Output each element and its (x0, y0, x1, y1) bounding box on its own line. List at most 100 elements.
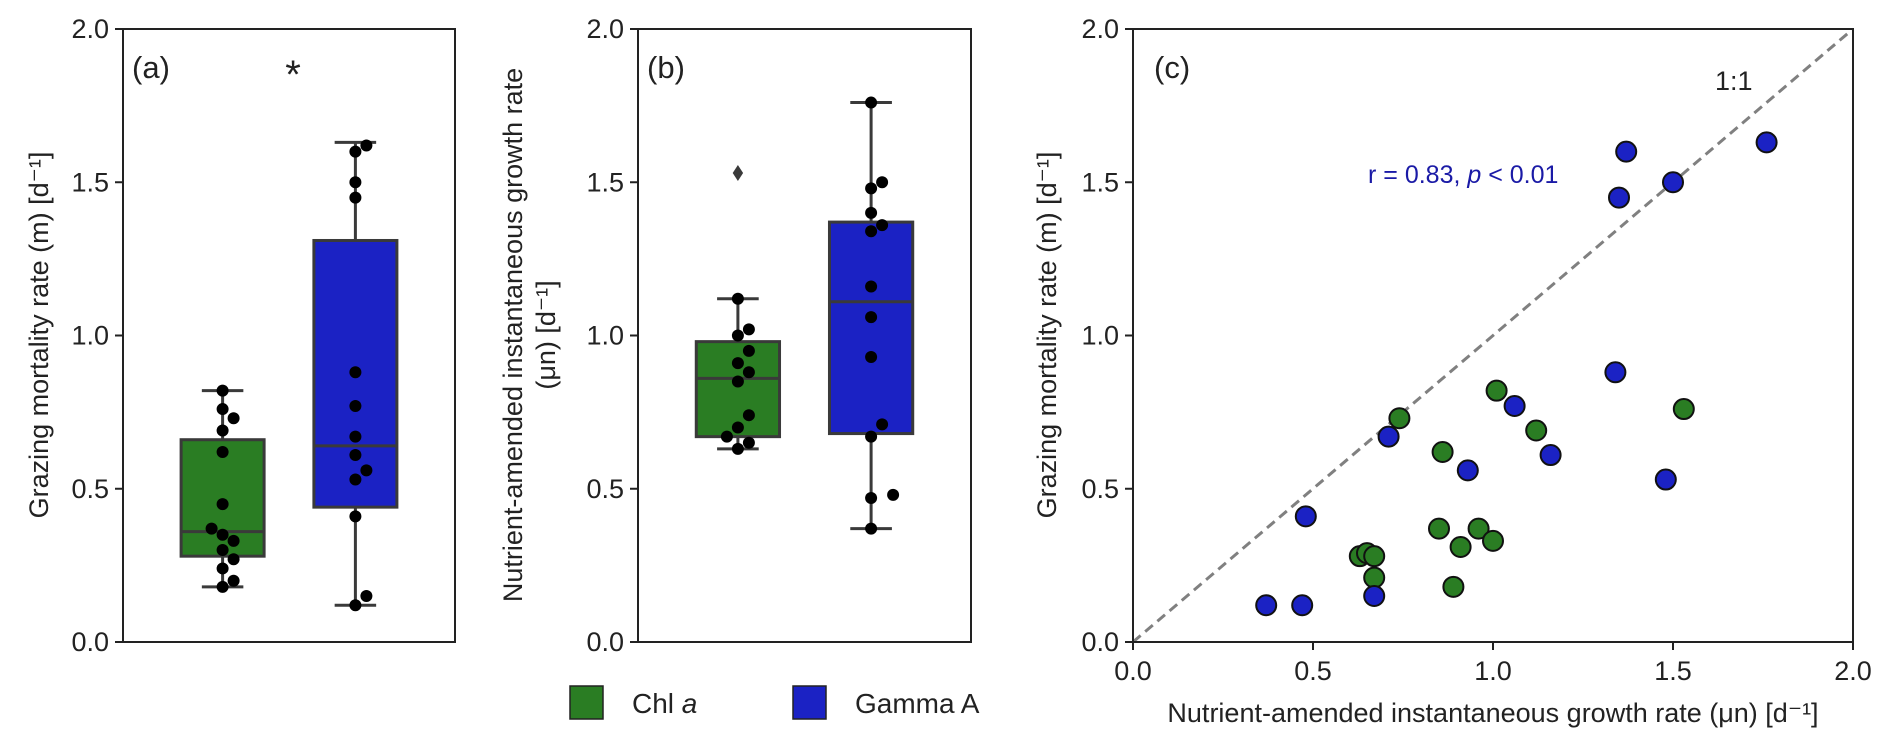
box-gamma-a (827, 220, 915, 436)
panel-a-ytick-label: 2.0 (71, 14, 109, 44)
panel-b-ytick-label: 0.0 (586, 627, 624, 657)
panel-c-xtick-label: 1.5 (1654, 656, 1692, 686)
scatter-point-chl-a (1431, 440, 1454, 463)
data-point-gamma-a (349, 510, 362, 523)
data-point-gamma-a (865, 311, 878, 324)
panel-a-ytick-label: 0.5 (71, 474, 109, 504)
data-point-chl-a (731, 442, 744, 455)
data-point-gamma-a (865, 280, 878, 293)
panel-c-ytick-label: 1.5 (1081, 167, 1119, 197)
data-point-gamma-a (349, 176, 362, 189)
scatter-point-gamma-a (1662, 171, 1684, 194)
panel-c-frame (1132, 28, 1854, 643)
one-to-one-label: 1:1 (1715, 66, 1753, 96)
data-point-gamma-a (865, 430, 878, 443)
panel-a-ytick-label: 1.0 (71, 321, 109, 351)
data-point-gamma-a (349, 191, 362, 204)
panel-c-ytick-label: 1.0 (1081, 321, 1119, 351)
data-point-gamma-a (865, 350, 878, 363)
scatter-point-gamma-a (1604, 361, 1627, 384)
scatter-point-chl-a (1525, 419, 1548, 442)
data-point-chl-a (742, 436, 755, 449)
data-point-gamma-a (865, 96, 878, 109)
panel-b-ytick-label: 1.0 (586, 321, 624, 351)
data-point-chl-a (227, 534, 240, 547)
scatter-point-chl-a (1672, 398, 1695, 421)
data-point-gamma-a (876, 219, 889, 232)
data-point-chl-a (731, 357, 744, 370)
data-point-gamma-a (360, 590, 373, 603)
data-point-chl-a (216, 580, 229, 593)
data-point-gamma-a (865, 182, 878, 195)
panel-c-xtick-label: 0.5 (1294, 656, 1332, 686)
significance-asterisk: * (285, 53, 301, 97)
legend-swatch-chl-a (569, 685, 604, 720)
data-point-gamma-a (349, 399, 362, 412)
data-point-chl-a (731, 421, 744, 434)
data-point-gamma-a (349, 599, 362, 612)
panel-a-ytick-label: 1.5 (71, 167, 109, 197)
panel-c-xtick-label: 1.0 (1474, 656, 1512, 686)
scatter-point-gamma-a (1539, 444, 1562, 467)
panel-c-ytick-label: 0.0 (1081, 627, 1119, 657)
data-point-gamma-a (349, 473, 362, 486)
data-point-gamma-a (876, 418, 889, 431)
data-point-gamma-a (865, 206, 878, 219)
data-point-chl-a (227, 574, 240, 587)
data-point-gamma-a (349, 430, 362, 443)
data-point-chl-a (742, 366, 755, 379)
one-to-one-line (1132, 27, 1854, 644)
data-point-chl-a (720, 430, 733, 443)
scatter-point-gamma-a (1755, 131, 1778, 154)
data-point-chl-a (216, 498, 229, 511)
scatter-point-chl-a (1363, 566, 1386, 589)
scatter-point-chl-a (1363, 545, 1386, 568)
data-point-chl-a (731, 375, 744, 388)
data-point-gamma-a (360, 139, 373, 152)
data-point-gamma-a (349, 366, 362, 379)
panel-c-xlabel: Nutrient-amended instantaneous growth ra… (1167, 698, 1818, 728)
panel-a-ylabel: Grazing mortality rate (m) [d⁻¹] (24, 152, 54, 519)
panel-b-ylabel-line1: Nutrient-amended instantaneous growth ra… (498, 68, 528, 602)
data-point-chl-a (731, 329, 744, 342)
data-point-chl-a (216, 445, 229, 458)
scatter-point-chl-a (1467, 517, 1490, 540)
data-point-gamma-a (887, 488, 900, 501)
panel-a-ytick-label: 0.0 (71, 627, 109, 657)
data-point-gamma-a (865, 522, 878, 535)
correlation-r: r = 0.83, (1368, 161, 1467, 189)
panel-b-label: (b) (647, 50, 685, 85)
data-point-chl-a (216, 384, 229, 397)
scatter-point-gamma-a (1456, 459, 1479, 482)
scatter-point-gamma-a (1363, 585, 1386, 608)
panel-b-ytick-label: 0.5 (586, 474, 624, 504)
correlation-p-symbol: p (1466, 161, 1481, 189)
panel-b-frame (637, 28, 972, 643)
data-point-chl-a (742, 323, 755, 336)
data-point-gamma-a (876, 176, 889, 189)
data-point-chl-a (216, 403, 229, 416)
scatter-point-chl-a (1442, 575, 1465, 598)
scatter-point-chl-a (1388, 407, 1411, 430)
data-point-gamma-a (360, 464, 373, 477)
scatter-point-gamma-a (1377, 425, 1400, 448)
outlier-chl-a (732, 165, 744, 182)
correlation-p-value: < 0.01 (1481, 161, 1558, 189)
data-point-gamma-a (349, 449, 362, 462)
panel-a-frame (122, 28, 456, 643)
scatter-point-gamma-a (1291, 594, 1314, 617)
scatter-point-gamma-a (1615, 140, 1638, 163)
panel-c: 0.0 0.5 1.0 1.5 2.0 0.0 0.5 1.0 1.5 2.0 (c) 1:1 r… (1032, 14, 1872, 728)
panel-a: 0.0 0.5 1.0 1.5 2.0 (a) * Grazing mortality … (24, 14, 456, 657)
legend-swatch-gamma-a (792, 685, 827, 720)
data-point-chl-a (227, 412, 240, 425)
legend-label-gamma-a: Gamma A (855, 688, 980, 719)
panel-c-ytick-label: 0.5 (1081, 474, 1119, 504)
scatter-point-chl-a (1449, 535, 1472, 558)
panel-c-xtick-label: 2.0 (1834, 656, 1872, 686)
panel-c-ytick-label: 2.0 (1081, 14, 1119, 44)
scatter-point-chl-a (1428, 517, 1450, 540)
data-point-chl-a (205, 522, 218, 535)
panel-a-label: (a) (132, 50, 170, 85)
